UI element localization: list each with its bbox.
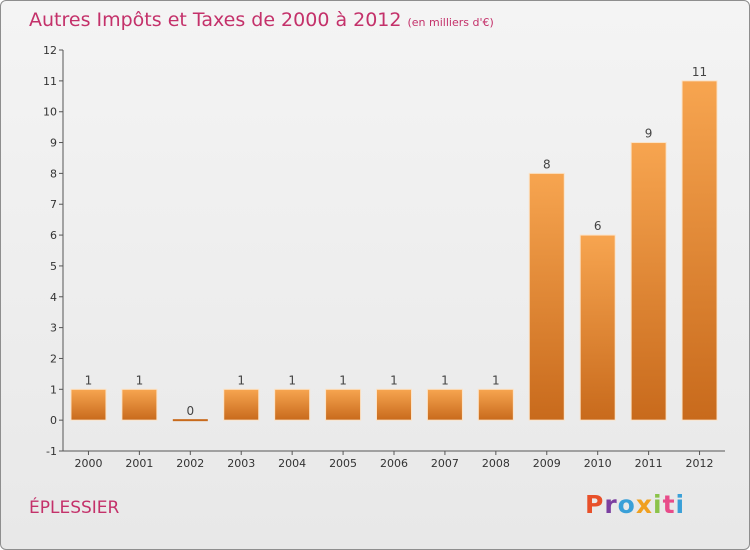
y-tick-label: 11 [43, 75, 57, 88]
chart-unit: (en milliers d'€) [407, 16, 494, 29]
y-tick-label: 10 [43, 106, 57, 119]
x-tick-label-2006: 2006 [380, 457, 408, 470]
bar-2007[interactable] [426, 388, 463, 421]
x-tick-label-2008: 2008 [482, 457, 510, 470]
chart-title-text: Autres Impôts et Taxes de 2000 à 2012 [29, 9, 402, 31]
value-label-2005: 1 [339, 373, 347, 387]
value-label-2007: 1 [441, 373, 449, 387]
bar-2004[interactable] [274, 388, 311, 421]
bar-2001[interactable] [121, 388, 158, 421]
labels: 1 2000 1 2001 0 2002 1 2003 1 2004 1 2005 1 2006 1 2007… [74, 65, 713, 470]
bar-2006[interactable] [376, 388, 412, 421]
x-tick-label-2003: 2003 [227, 457, 255, 470]
y-tick-label: -1 [46, 445, 57, 458]
logo-letter: o [617, 490, 636, 519]
logo-letter: x [635, 490, 653, 519]
x-tick-label-2001: 2001 [125, 457, 153, 470]
y-tick-label: 7 [50, 198, 57, 211]
bar-2003[interactable] [223, 388, 260, 421]
y-tick-label: 2 [50, 352, 57, 365]
logo-letter: r [604, 490, 618, 519]
value-label-2001: 1 [136, 373, 144, 387]
x-tick-label-2009: 2009 [533, 457, 561, 470]
logo-letter: i [675, 490, 686, 519]
proxiti-logo[interactable]: Proxiti [585, 490, 685, 519]
value-label-2009: 8 [543, 157, 551, 171]
x-tick-label-2002: 2002 [176, 457, 204, 470]
x-tick-label-2000: 2000 [74, 457, 102, 470]
y-tick-label: 8 [50, 167, 57, 180]
value-label-2003: 1 [237, 373, 245, 387]
y-tick-label: 9 [50, 137, 57, 150]
bar-2011[interactable] [630, 142, 667, 421]
commune-name: ÉPLESSIER [29, 498, 120, 518]
x-tick-label-2005: 2005 [329, 457, 357, 470]
y-tick-label: 6 [50, 229, 57, 242]
y-tick-label: 3 [50, 322, 57, 335]
logo-letter: i [653, 490, 663, 519]
logo-letter: P [585, 490, 605, 519]
x-tick-label-2007: 2007 [431, 457, 459, 470]
y-tick-label: 5 [50, 260, 57, 273]
y-tick-label: 0 [50, 414, 57, 427]
value-label-2004: 1 [288, 373, 296, 387]
value-label-2002: 0 [186, 404, 194, 418]
value-label-2012: 11 [692, 65, 707, 79]
y-tick-label: 12 [43, 44, 57, 57]
value-label-2006: 1 [390, 373, 398, 387]
bar-2009[interactable] [528, 172, 565, 421]
y-tick-label: 4 [50, 291, 57, 304]
bar-2005[interactable] [325, 388, 362, 421]
logo-letter: t [662, 490, 676, 519]
chart-title: Autres Impôts et Taxes de 2000 à 2012 (en… [29, 9, 494, 31]
bar-2002[interactable] [172, 419, 208, 422]
bar-2008[interactable] [477, 388, 514, 421]
x-tick-label-2004: 2004 [278, 457, 306, 470]
value-label-2010: 6 [594, 219, 602, 233]
value-label-2000: 1 [85, 373, 93, 387]
value-label-2011: 9 [645, 127, 653, 141]
bar-2012[interactable] [681, 80, 718, 421]
bar-2010[interactable] [579, 234, 616, 421]
x-tick-label-2010: 2010 [584, 457, 612, 470]
x-tick-label-2011: 2011 [635, 457, 663, 470]
y-tick-label: 1 [50, 383, 57, 396]
value-label-2008: 1 [492, 373, 500, 387]
bar-2000[interactable] [70, 388, 107, 421]
bars [70, 80, 718, 422]
x-tick-label-2012: 2012 [686, 457, 714, 470]
